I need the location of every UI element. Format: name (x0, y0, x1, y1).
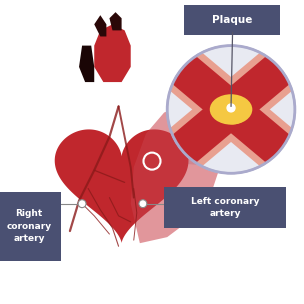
FancyBboxPatch shape (184, 5, 280, 35)
Text: Left coronary
artery: Left coronary artery (191, 197, 259, 218)
Ellipse shape (210, 94, 252, 125)
Polygon shape (151, 38, 304, 181)
Polygon shape (131, 103, 225, 243)
Polygon shape (151, 38, 304, 181)
Circle shape (213, 91, 249, 128)
Circle shape (227, 104, 235, 112)
Text: Plaque: Plaque (212, 15, 253, 25)
Polygon shape (176, 82, 198, 116)
Polygon shape (152, 131, 253, 169)
Polygon shape (94, 24, 131, 82)
Polygon shape (79, 46, 94, 82)
Circle shape (139, 200, 147, 208)
Polygon shape (147, 33, 304, 186)
FancyBboxPatch shape (164, 187, 286, 228)
Text: Right
coronary
artery: Right coronary artery (6, 209, 51, 244)
Polygon shape (55, 130, 188, 243)
Circle shape (78, 200, 86, 208)
FancyBboxPatch shape (0, 192, 61, 261)
Polygon shape (147, 33, 304, 186)
Ellipse shape (223, 101, 251, 124)
Polygon shape (109, 12, 122, 30)
Circle shape (167, 46, 295, 173)
Polygon shape (94, 15, 106, 36)
